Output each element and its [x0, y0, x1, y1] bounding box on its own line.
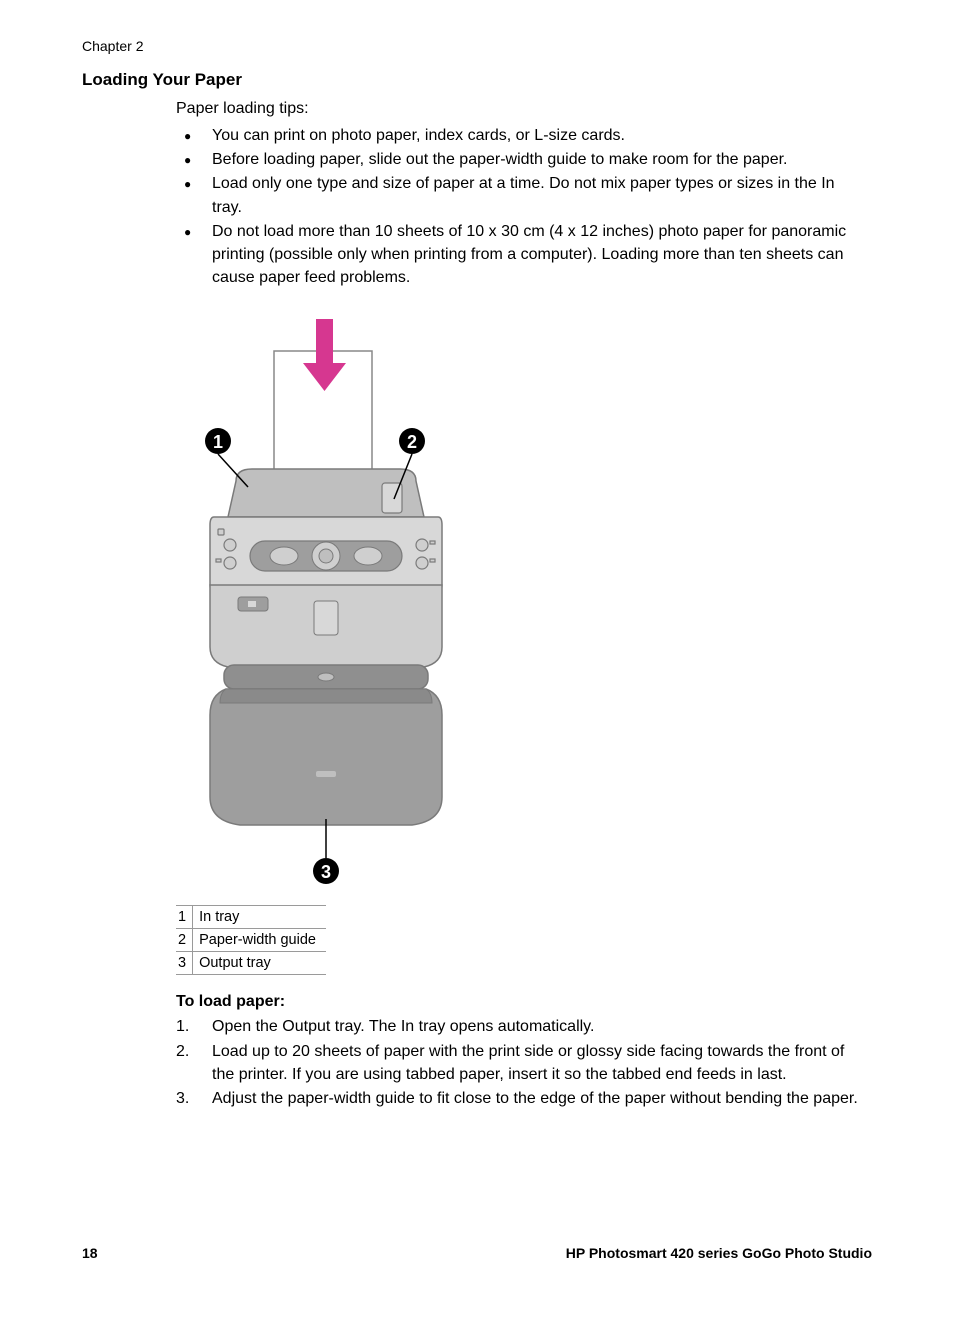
step-text: Adjust the paper-width guide to fit clos… [212, 1090, 858, 1107]
steps-list: 1.Open the Output tray. The In tray open… [176, 1015, 868, 1110]
section-title: Loading Your Paper [82, 70, 872, 90]
list-item: Before loading paper, slide out the pape… [176, 148, 868, 171]
svg-text:3: 3 [321, 862, 331, 882]
list-item: Do not load more than 10 sheets of 10 x … [176, 220, 868, 290]
page-footer: 18 HP Photosmart 420 series GoGo Photo S… [82, 1245, 872, 1261]
legend-label: In tray [193, 906, 326, 929]
step-text: Load up to 20 sheets of paper with the p… [212, 1043, 844, 1083]
tips-list: You can print on photo paper, index card… [176, 124, 868, 289]
list-item: Load only one type and size of paper at … [176, 172, 868, 218]
list-item: 1.Open the Output tray. The In tray open… [176, 1015, 868, 1038]
svg-text:1: 1 [213, 432, 223, 452]
legend-label: Paper-width guide [193, 929, 326, 952]
legend-num: 3 [176, 952, 193, 975]
svg-text:2: 2 [407, 432, 417, 452]
printer-diagram: 1 2 3 [176, 311, 868, 891]
legend-num: 2 [176, 929, 193, 952]
step-text: Open the Output tray. The In tray opens … [212, 1018, 594, 1035]
list-item: 3.Adjust the paper-width guide to fit cl… [176, 1087, 868, 1110]
page-number: 18 [82, 1245, 98, 1261]
list-item: 2.Load up to 20 sheets of paper with the… [176, 1040, 868, 1086]
legend-label: Output tray [193, 952, 326, 975]
content-block: Paper loading tips: You can print on pho… [176, 100, 868, 1110]
table-row: 2 Paper-width guide [176, 929, 326, 952]
doc-title: HP Photosmart 420 series GoGo Photo Stud… [566, 1245, 872, 1261]
list-item: You can print on photo paper, index card… [176, 124, 868, 147]
table-row: 1 In tray [176, 906, 326, 929]
intro-text: Paper loading tips: [176, 100, 868, 118]
sub-section-title: To load paper: [176, 993, 868, 1011]
table-row: 3 Output tray [176, 952, 326, 975]
chapter-label: Chapter 2 [82, 38, 872, 54]
legend-table: 1 In tray 2 Paper-width guide 3 Output t… [176, 905, 326, 975]
legend-num: 1 [176, 906, 193, 929]
